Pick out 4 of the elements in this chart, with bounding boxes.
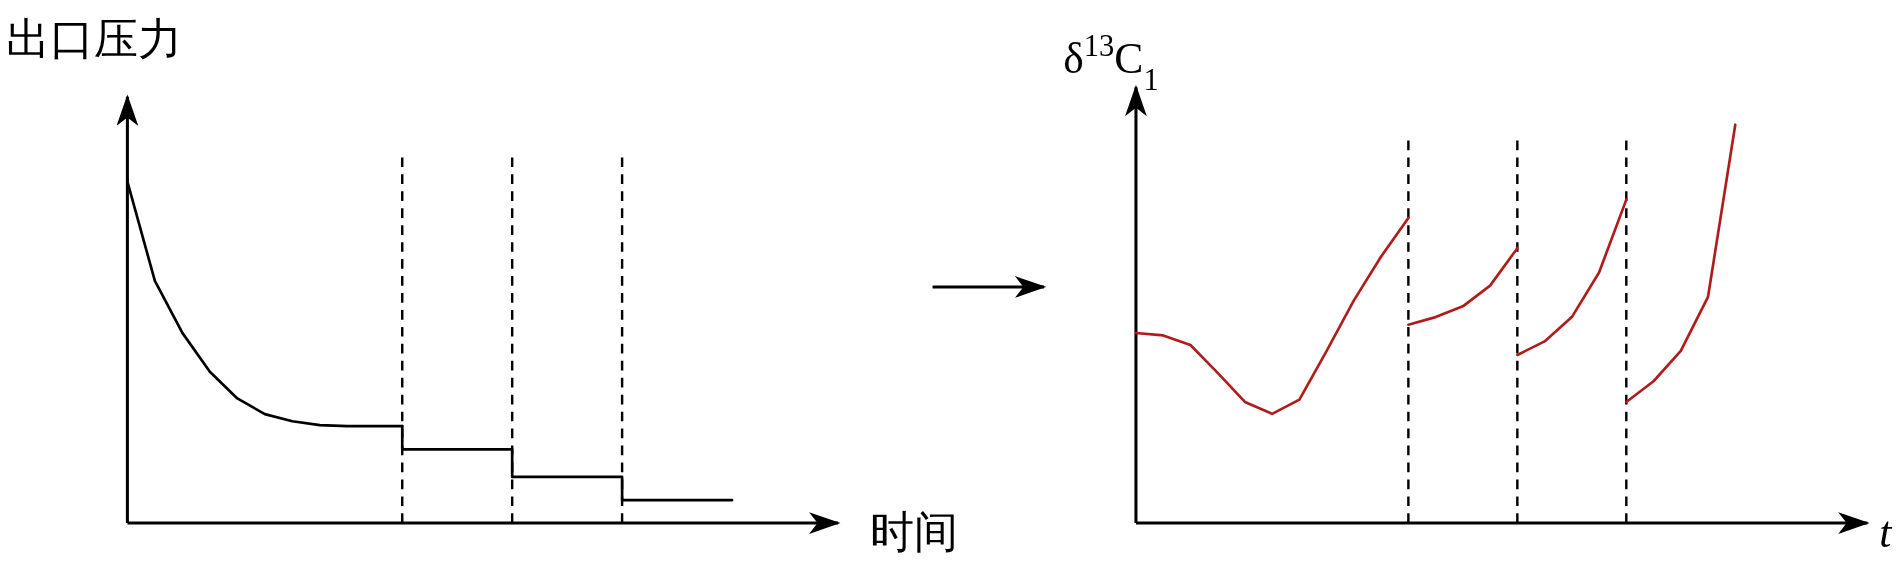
x-axis-title: t xyxy=(1879,508,1893,557)
y-axis-title: δ$^{13}$C$_{1}$ xyxy=(1063,28,1159,97)
x-axis-title: 时间 xyxy=(869,508,958,557)
y-axis-title: 出口压力 xyxy=(6,15,183,64)
